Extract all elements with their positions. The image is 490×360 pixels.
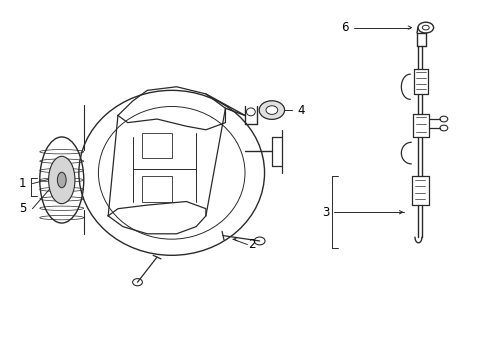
Ellipse shape [266, 106, 278, 114]
Text: 4: 4 [297, 104, 305, 117]
Text: 1: 1 [19, 177, 26, 190]
Text: 5: 5 [19, 202, 26, 215]
Ellipse shape [57, 172, 66, 188]
Ellipse shape [49, 156, 75, 204]
Text: 2: 2 [248, 238, 256, 251]
Text: 6: 6 [342, 21, 349, 34]
Bar [143, 134, 172, 158]
Text: 3: 3 [322, 206, 329, 219]
Ellipse shape [259, 101, 285, 120]
Bar [143, 176, 172, 202]
